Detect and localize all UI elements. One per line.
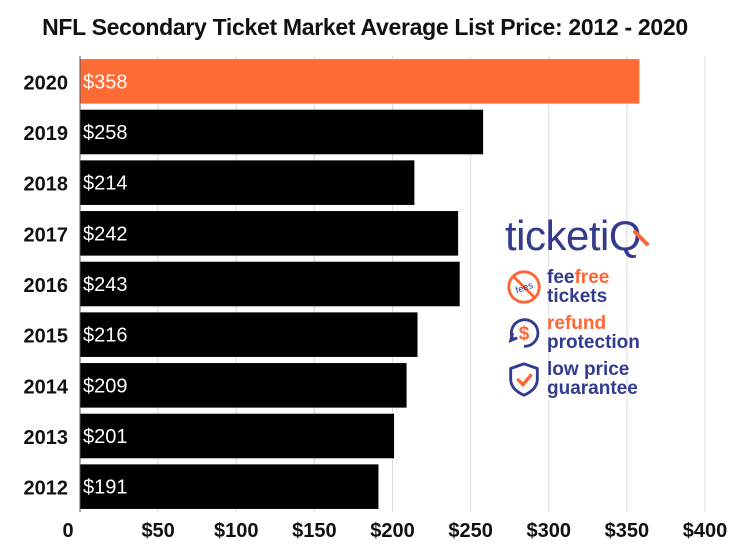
chart-title: NFL Secondary Ticket Market Average List… xyxy=(42,14,688,40)
guarantee-text: guarantee xyxy=(547,378,638,399)
x-tick-label: $50 xyxy=(141,520,174,542)
bar-value-label: $214 xyxy=(83,173,128,195)
bar xyxy=(80,160,415,205)
bar xyxy=(80,261,460,307)
x-tick-label: $250 xyxy=(448,520,493,542)
x-tick-label: $350 xyxy=(605,520,650,542)
feature-low-price: low price guarantee xyxy=(505,360,705,398)
magnifier-icon xyxy=(633,230,650,246)
shield-check-icon xyxy=(509,362,539,397)
feature-fee-free: fees feefree tickets xyxy=(505,268,705,306)
bar-value-label: $216 xyxy=(83,325,128,347)
x-tick-label: $150 xyxy=(292,520,337,542)
ticketiq-logo: ticket iQ xyxy=(505,212,705,260)
bar xyxy=(80,363,407,408)
bar-value-label: $242 xyxy=(83,223,128,245)
y-tick-label: 2017 xyxy=(24,224,69,246)
bar-value-label: $358 xyxy=(83,71,128,93)
bar-value-label: $201 xyxy=(83,426,128,448)
x-tick-label: 0 xyxy=(62,520,73,542)
y-tick-label: 2018 xyxy=(24,174,69,196)
svg-text:$: $ xyxy=(519,324,530,345)
x-tick-label: $300 xyxy=(527,520,572,542)
bar xyxy=(80,464,379,509)
refund-dollar-icon: $ xyxy=(508,318,540,348)
ticketiq-branding: ticket iQ fees feefree tickets $ refund … xyxy=(505,212,705,398)
bar-value-label: $209 xyxy=(83,375,128,397)
fee-text: fee xyxy=(547,267,575,288)
bar xyxy=(80,211,459,256)
y-tick-label: 2020 xyxy=(24,72,69,94)
y-tick-label: 2016 xyxy=(24,275,69,297)
bar-value-label: $191 xyxy=(83,477,128,499)
logo-text-main: ticket xyxy=(505,212,601,259)
x-tick-label: $100 xyxy=(214,520,259,542)
bar xyxy=(80,109,484,155)
x-tick-label: $400 xyxy=(683,520,728,542)
y-tick-label: 2012 xyxy=(24,478,69,500)
x-tick-label: $200 xyxy=(370,520,415,542)
protection-text: protection xyxy=(547,332,640,353)
y-tick-label: 2019 xyxy=(24,123,69,145)
bar-value-label: $243 xyxy=(83,274,128,296)
feature-refund: $ refund protection xyxy=(505,314,705,352)
refund-text: refund xyxy=(547,313,607,334)
bar-value-label: $258 xyxy=(83,122,128,144)
bar xyxy=(80,59,640,104)
tickets-text: tickets xyxy=(547,286,608,307)
no-fees-icon: fees xyxy=(507,270,541,304)
y-tick-label: 2015 xyxy=(24,326,69,348)
y-tick-label: 2013 xyxy=(24,427,69,449)
logo-text-accent: iQ xyxy=(600,212,642,259)
low-price-text: low price xyxy=(547,359,630,380)
free-text: free xyxy=(574,267,610,288)
bar xyxy=(80,413,395,459)
y-tick-label: 2014 xyxy=(24,376,69,398)
bar xyxy=(80,312,418,357)
